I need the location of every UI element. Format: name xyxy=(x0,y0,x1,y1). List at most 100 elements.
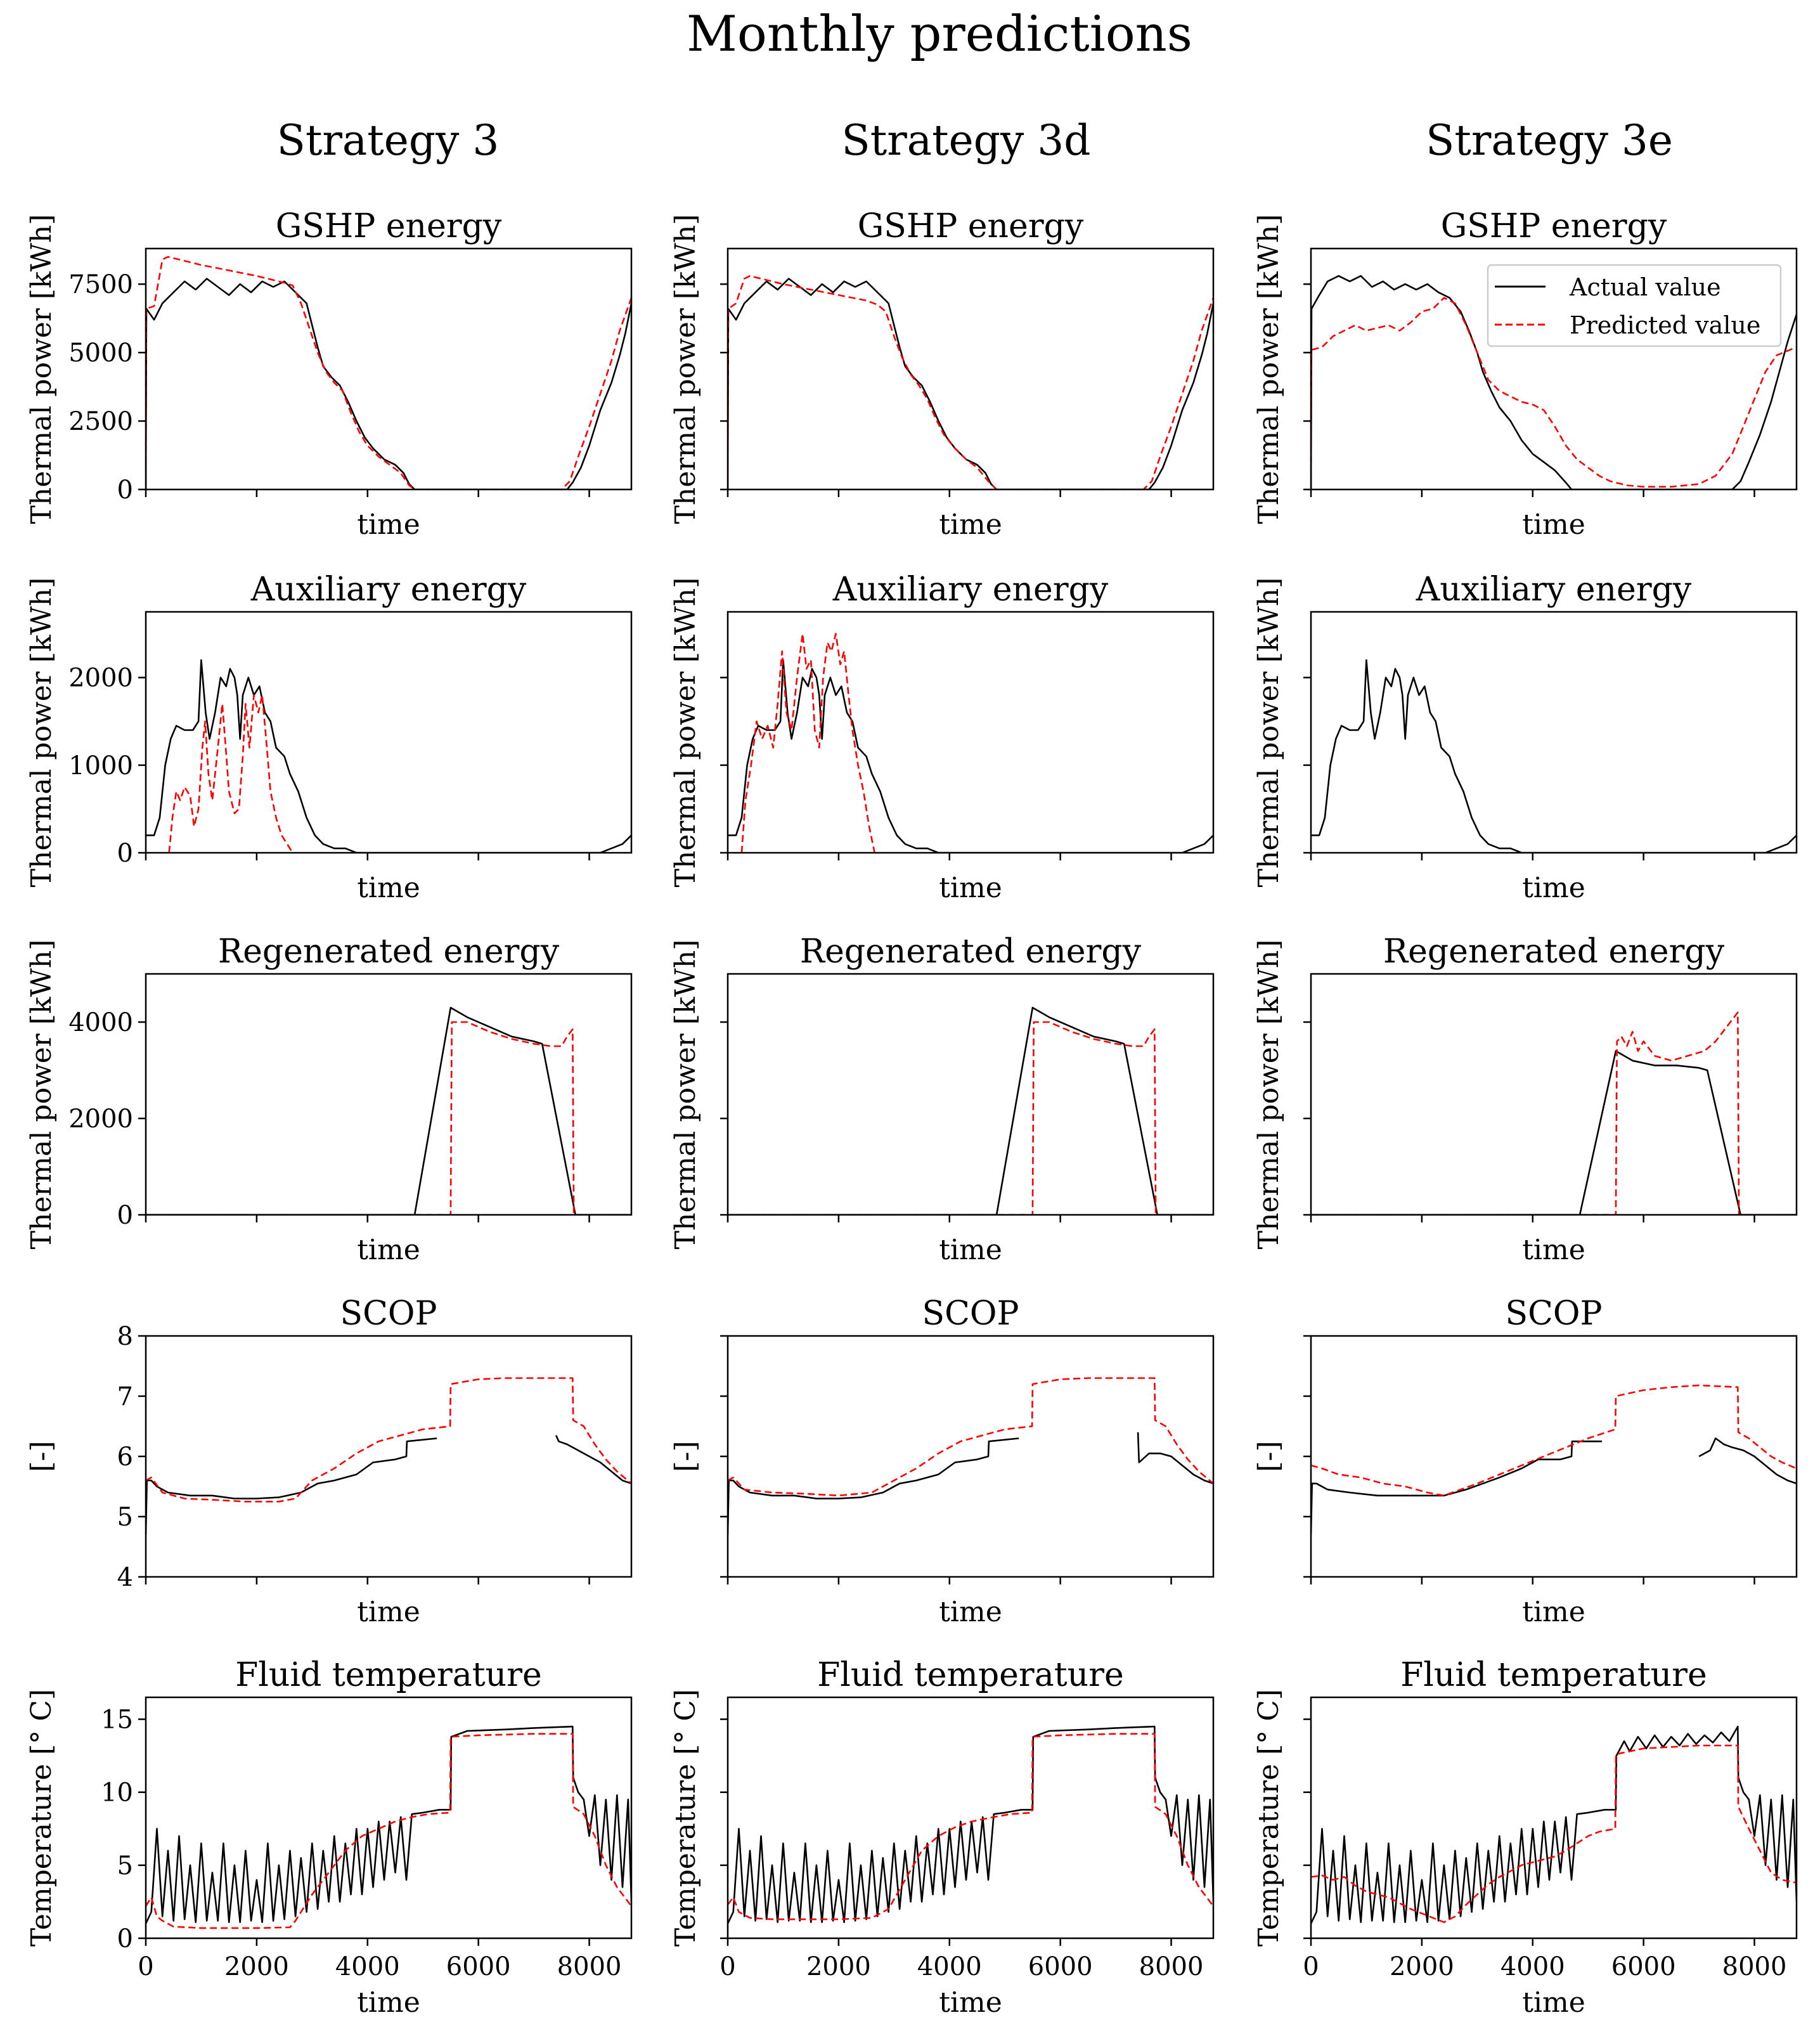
x-axis-label: time xyxy=(357,1596,420,1628)
plot-frame xyxy=(145,611,633,854)
plot-frame xyxy=(145,1696,633,1940)
y-tick-label: 7500 xyxy=(68,270,133,299)
y-axis-label: [-] xyxy=(25,1441,58,1472)
panel-scop-strategy-3e: SCOP time [-] xyxy=(1253,1295,1798,1628)
x-tick-label: 6000 xyxy=(1611,1952,1676,1981)
panel-auxiliary-energy-strategy-3: Auxiliary energy time Thermal power [kWh] 0… xyxy=(25,571,633,904)
x-axis-label: time xyxy=(357,1234,420,1266)
panel-title: SCOP xyxy=(922,1295,1019,1333)
y-tick-label: 10 xyxy=(101,1778,133,1808)
x-axis-label: time xyxy=(939,1596,1002,1628)
y-tick-label: 0 xyxy=(117,476,133,505)
x-tick-label: 4000 xyxy=(1501,1952,1565,1981)
y-tick-label: 0 xyxy=(117,1201,133,1230)
y-axis-label: Thermal power [kWh] xyxy=(1253,578,1285,888)
y-axis-label: Thermal power [kWh] xyxy=(25,578,58,888)
y-axis-label: Thermal power [kWh] xyxy=(25,214,58,524)
x-axis-label: time xyxy=(939,1234,1002,1266)
predicted-value-line xyxy=(146,1733,631,1929)
panel-title: GSHP energy xyxy=(1441,207,1667,245)
legend-actual-label: Actual value xyxy=(1569,273,1721,301)
plot-frame xyxy=(145,973,633,1216)
x-tick-label: 4000 xyxy=(335,1952,400,1981)
plot-frame xyxy=(726,1696,1215,1940)
panel-title: SCOP xyxy=(340,1295,437,1333)
y-tick-label: 6 xyxy=(117,1442,133,1472)
y-axis-label: Thermal power [kWh] xyxy=(669,940,702,1250)
x-axis-label: time xyxy=(357,1986,420,2019)
plot-frame xyxy=(1310,247,1798,491)
y-tick-label: 5000 xyxy=(68,339,133,368)
x-axis-label: time xyxy=(357,872,420,904)
actual-value-line xyxy=(1311,1725,1797,1924)
x-tick-label: 0 xyxy=(720,1952,735,1981)
predicted-value-line xyxy=(728,275,1213,489)
actual-value-line xyxy=(146,1437,437,1535)
y-axis-label: [-] xyxy=(1253,1441,1285,1472)
plot-frame xyxy=(726,973,1215,1216)
y-axis-label: [-] xyxy=(669,1441,702,1472)
y-tick-label: 5 xyxy=(117,1851,133,1881)
panel-title: Fluid temperature xyxy=(235,1656,542,1694)
y-tick-label: 8 xyxy=(117,1322,133,1351)
y-tick-label: 15 xyxy=(101,1706,133,1735)
legend-box xyxy=(1487,264,1782,347)
plot-frame xyxy=(1310,973,1798,1216)
panel-fluid-temperature-strategy-3d: Fluid temperature time Temperature [° C] 0 2… xyxy=(669,1656,1215,2019)
y-axis-label: Thermal power [kWh] xyxy=(1253,214,1285,524)
legend: Actual value Predicted value xyxy=(1487,264,1782,347)
x-tick-label: 8000 xyxy=(557,1952,622,1981)
y-tick-label: 4000 xyxy=(68,1008,133,1037)
plot-frame xyxy=(1310,1335,1798,1578)
column-title-strategy-3e: Strategy 3e xyxy=(1426,116,1673,165)
column-title-strategy-3: Strategy 3 xyxy=(277,116,500,165)
y-tick-label: 2000 xyxy=(68,664,133,693)
predicted-value-line xyxy=(1311,1384,1797,1497)
plot-frame xyxy=(145,247,633,491)
predicted-value-line xyxy=(1311,1011,1797,1215)
panel-title: Fluid temperature xyxy=(1400,1656,1707,1694)
x-tick-label: 8000 xyxy=(1722,1952,1787,1981)
actual-value-line xyxy=(1311,1441,1603,1535)
predicted-value-line xyxy=(146,1377,631,1503)
panel-title: Regenerated energy xyxy=(218,933,560,971)
x-axis-label: time xyxy=(1522,1986,1585,2019)
panel-gshp-energy-strategy-3: GSHP energy time Thermal power [kWh] 0 2500 5… xyxy=(25,207,633,541)
actual-value-line xyxy=(728,1725,1213,1924)
x-axis-label: time xyxy=(1522,508,1585,541)
predicted-value-line xyxy=(1311,1744,1797,1923)
x-tick-label: 4000 xyxy=(917,1952,982,1981)
panel-gshp-energy-strategy-3d: GSHP energy time Thermal power [kWh] xyxy=(669,207,1215,541)
x-tick-label: 2000 xyxy=(224,1952,289,1981)
panel-auxiliary-energy-strategy-3e: Auxiliary energy time Thermal power [kWh] xyxy=(1253,571,1798,904)
panel-grid: GSHP energy time Thermal power [kWh] 0 2500 5… xyxy=(25,207,1798,2019)
panel-title: Fluid temperature xyxy=(817,1656,1124,1694)
actual-value-line xyxy=(146,659,631,853)
actual-value-line xyxy=(1311,1050,1797,1215)
plot-frame xyxy=(1310,1696,1798,1940)
y-axis-label: Temperature [° C] xyxy=(669,1689,702,1947)
actual-value-line xyxy=(728,1437,1019,1535)
plot-frame xyxy=(726,1335,1215,1578)
plot-frame xyxy=(1310,611,1798,854)
panel-regenerated-energy-strategy-3: Regenerated energy time Thermal power [kWh… xyxy=(25,933,633,1266)
y-tick-label: 5 xyxy=(117,1503,133,1532)
y-axis-label: Temperature [° C] xyxy=(1253,1689,1285,1947)
predicted-value-line xyxy=(728,1021,1213,1215)
actual-value-line xyxy=(1311,275,1797,489)
actual-value-line xyxy=(1311,659,1797,853)
x-tick-label: 0 xyxy=(1303,1952,1319,1981)
predicted-value-line xyxy=(146,256,631,489)
panel-fluid-temperature-strategy-3e: Fluid temperature time Temperature [° C] 0 2… xyxy=(1253,1656,1798,2019)
y-axis-label: Thermal power [kWh] xyxy=(1253,940,1285,1250)
x-tick-label: 2000 xyxy=(1390,1952,1454,1981)
column-title-strategy-3d: Strategy 3d xyxy=(842,116,1091,165)
y-tick-label: 0 xyxy=(117,839,133,868)
panel-auxiliary-energy-strategy-3d: Auxiliary energy time Thermal power [kWh] xyxy=(669,571,1215,904)
panel-fluid-temperature-strategy-3: Fluid temperature time Temperature [° C] 0 5… xyxy=(25,1656,633,2019)
panel-title: GSHP energy xyxy=(858,207,1084,245)
panel-title: GSHP energy xyxy=(276,207,502,245)
actual-value-line xyxy=(555,1435,631,1485)
predicted-value-line xyxy=(1311,297,1797,489)
y-tick-label: 1000 xyxy=(68,751,133,781)
